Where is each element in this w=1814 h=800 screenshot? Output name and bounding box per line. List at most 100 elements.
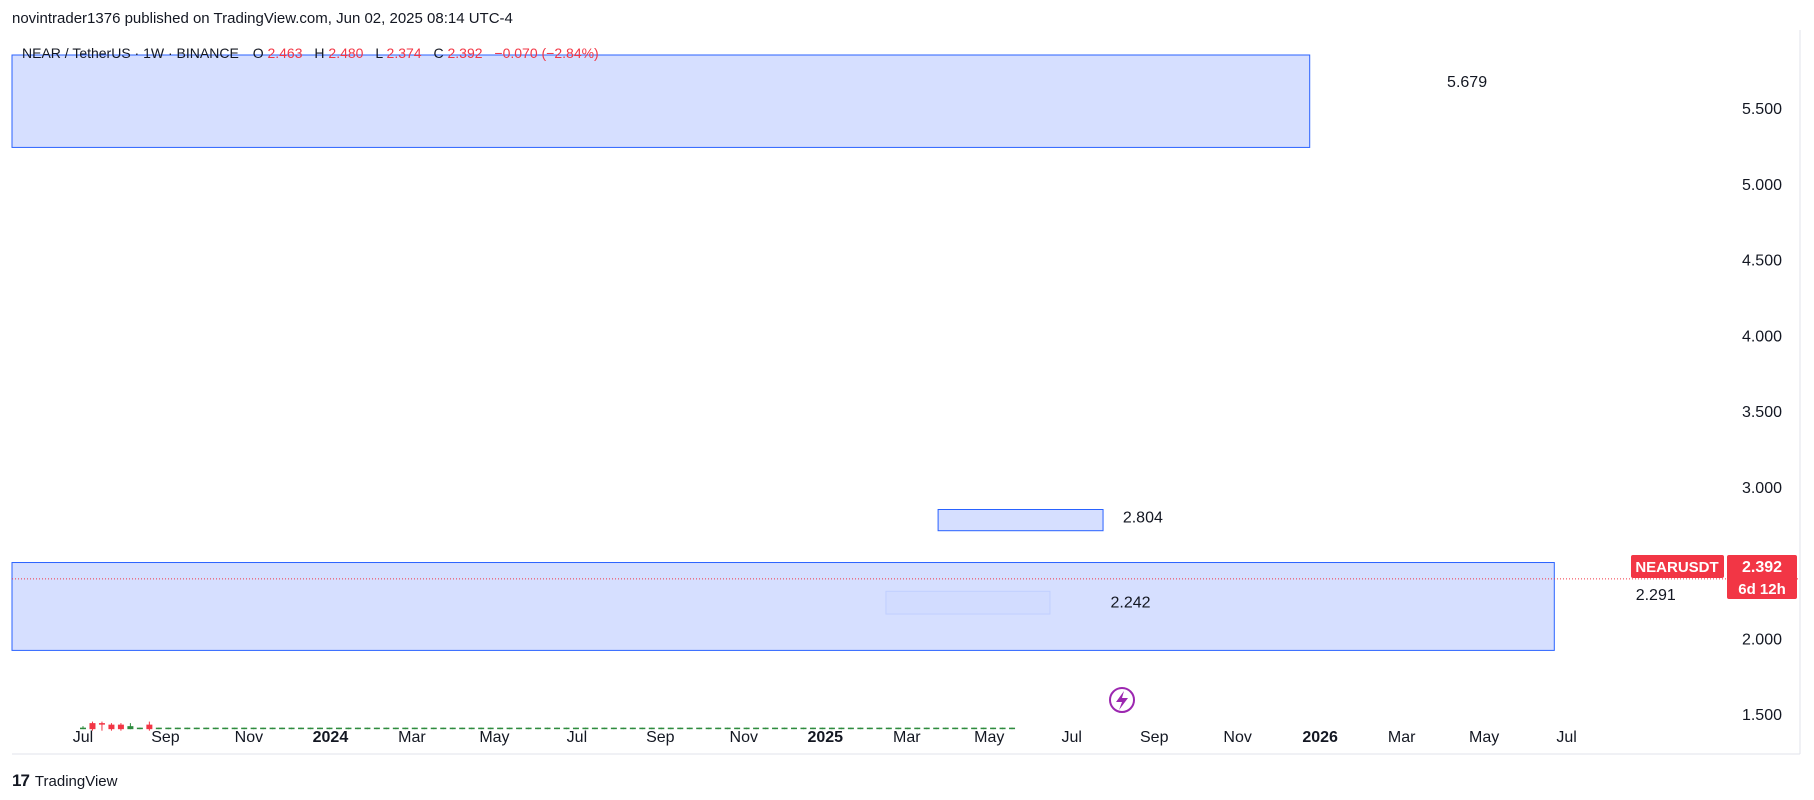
candle-body [193,727,200,730]
candle [772,727,779,730]
candle-body [411,727,418,730]
y-tick-label: 3.500 [1742,404,1782,421]
candle [610,727,617,730]
candle [108,723,115,731]
candle [364,727,371,730]
candle-body [288,727,295,730]
candle-body [772,727,779,730]
candle-body [506,727,513,730]
zone-label-1: 2.804 [1123,509,1163,526]
candle-body [591,727,598,730]
candle [866,727,873,730]
y-tick-label: 3.000 [1742,480,1782,497]
candle-body [345,727,352,730]
candle [165,727,172,730]
candle [525,727,532,730]
candle-body [620,727,627,730]
candle [544,727,551,730]
candle-body [241,727,248,730]
x-tick-label: Mar [398,729,426,746]
candle [516,727,523,730]
zone-3[interactable] [11,562,1555,651]
candle-body [203,727,210,730]
candle-body [89,723,96,730]
candle-body [990,727,997,730]
legend-o-label: O [253,45,264,61]
candle-body [563,727,570,730]
lightning-icon[interactable] [1109,687,1135,713]
price-tag-countdown: 6d 12h [1738,581,1786,598]
candle [923,727,930,730]
candle [307,727,314,730]
x-tick-label: Sep [151,729,180,746]
y-tick-label: 4.000 [1742,328,1782,345]
candle [298,727,305,730]
x-tick-label: 2024 [313,729,349,746]
candle-body [876,727,883,730]
candle [136,727,143,730]
candle-body [961,727,968,730]
candle-body [478,727,485,730]
candle-body [165,727,172,730]
candle [847,727,854,730]
candles-layer [80,721,1016,731]
candle-body [629,727,636,730]
candle [753,727,760,730]
candle-body [421,727,428,730]
y-tick-label: 4.500 [1742,253,1782,270]
candle-body [696,727,703,730]
candle [734,727,741,730]
candle-body [383,727,390,730]
zone-1[interactable] [937,509,1104,532]
candle-body [800,727,807,730]
x-axis[interactable]: Jul Sep Nov 2024 Mar May Jul Sep Nov 2025 Mar May Ju… [73,729,1577,746]
candle [971,727,978,730]
candle-body [497,727,504,730]
x-tick-label: May [974,729,1004,746]
zone-label-0: 5.679 [1447,74,1487,91]
candle-body [895,727,902,730]
candle [326,727,333,730]
candle-body [317,727,323,730]
tradingview-logo-icon: 17 [12,771,30,790]
candle [961,727,968,730]
candle-body [80,727,86,730]
candle [914,727,921,730]
candle [373,727,380,730]
candle [980,727,987,730]
publish-text: novintrader1376 published on TradingView… [12,10,513,27]
y-tick-label: 5.500 [1742,101,1782,118]
candle [497,727,504,730]
candle-body [942,727,949,730]
candle [174,727,181,730]
zone-0[interactable] [11,54,1311,148]
candle [639,727,646,730]
price-tag-bg [1727,555,1797,599]
candle [895,727,902,730]
y-axis[interactable]: 5.5005.0004.5004.0003.5003.0002.5002.000… [1742,101,1782,724]
legend-change: −0.070 (−2.84%) [494,45,598,61]
candle-body [639,727,646,730]
candle-body [279,727,286,730]
x-tick-label: Nov [1223,729,1251,746]
footer: 17 TradingView [12,771,117,791]
candle-body [440,727,447,730]
legend: NEAR / TetherUS · 1W · BINANCE O 2.463 H… [22,45,599,61]
candle-body [98,723,105,725]
candle [876,727,883,730]
candle [440,727,447,730]
candle [449,727,456,730]
candle [885,727,892,730]
last-price-tag[interactable]: NEARUSDT 2.392 6d 12h [1631,555,1797,599]
candle-body [250,727,257,730]
candle-body [354,727,361,730]
legend-close: 2.392 [447,45,482,61]
legend-c-label: C [433,45,443,61]
candle-body [648,727,655,730]
candle-body [117,724,124,730]
candle [279,727,286,730]
zone-label-2: 2.242 [1111,595,1151,612]
candle-body [885,727,892,730]
candle [572,727,579,730]
